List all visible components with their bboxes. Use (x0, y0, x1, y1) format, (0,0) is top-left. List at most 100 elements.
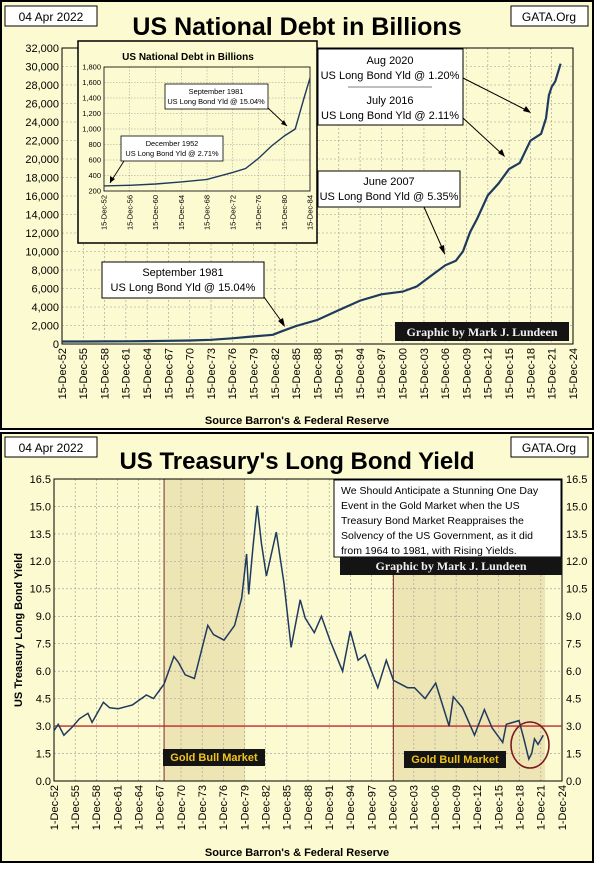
x-tick-label: 15-Dec-55 (78, 348, 90, 399)
inset-sep81-line1: September 1981 (189, 87, 244, 96)
yield-series-line (53, 505, 544, 762)
x-tick-label: 1-Dec-97 (366, 785, 378, 830)
gold-bull-period (164, 479, 246, 781)
x-tick-label: 15-Dec-88 (312, 348, 324, 399)
bottom-y-axis-left: 0.0 1.5 3.0 4.5 6.0 7.5 9.0 10.5 12.0 13.5 15.0 16.… (30, 474, 51, 788)
note-line2: Event in the Gold Market when the US (341, 500, 520, 512)
inset-y-axis: 200 400 600 800 1,000 1,200 1,400 1,600 1,800 (82, 63, 101, 196)
top-credit-text: Graphic by Mark J. Lundeen (406, 325, 557, 339)
y-tick-label: 0 (53, 339, 59, 351)
x-tick-label: 1-Dec-82 (261, 785, 273, 830)
x-tick-label: 15-Dec-06 (440, 348, 452, 399)
x-tick-label: 15-Dec-21 (547, 348, 559, 399)
bottom-date: 04 Apr 2022 (19, 441, 84, 455)
x-tick-label: 15-Dec-64 (177, 195, 186, 230)
x-tick-label: 15-Dec-52 (57, 348, 69, 399)
y-tick-label: 14,000 (25, 209, 59, 221)
recent-yield-circle (510, 721, 550, 769)
x-tick-label: 1-Dec-09 (451, 785, 463, 830)
jul16-annotation-line2: US Long Bond Yld @ 2.11% (321, 110, 459, 122)
x-tick-label: 1-Dec-52 (49, 785, 61, 830)
bottom-source: Source Barron's & Federal Reserve (205, 847, 389, 859)
y-tick-label: 32,000 (25, 43, 59, 55)
x-tick-label: 1-Dec-15 (493, 785, 505, 830)
x-tick-label: 15-Dec-60 (151, 195, 160, 230)
y-tick-label: 7.5 (36, 639, 51, 651)
y-tick-label: 1.5 (36, 748, 51, 760)
x-tick-label: 15-Dec-61 (121, 348, 133, 399)
y-tick-label: 1,600 (82, 78, 101, 87)
x-tick-label: 15-Dec-67 (163, 348, 175, 399)
y-tick-label: 3.0 (36, 721, 51, 733)
x-tick-label: 15-Dec-68 (203, 195, 212, 230)
jun07-annotation-line1: June 2007 (363, 176, 414, 188)
y-tick-label: 16,000 (25, 191, 59, 203)
y-tick-label: 12.0 (30, 556, 51, 568)
bull2-badge (404, 751, 506, 768)
x-tick-label: 15-Dec-72 (228, 195, 237, 230)
x-tick-label: 15-Dec-15 (504, 348, 516, 399)
jul16-annotation-arrowhead (498, 149, 505, 157)
note-line4: Solvency of the US Government, as it did (341, 530, 533, 542)
inset-sep81-line2: US Long Bond Yld @ 15.04% (167, 97, 265, 106)
y-tick-label-right: 10.5 (566, 584, 587, 596)
sep81-annotation-box (101, 261, 265, 299)
sep81-annotation-arrowhead (278, 318, 285, 327)
inset-chart: US National Debt in Billions 200 400 600 80… (77, 40, 318, 244)
jul16-annotation-arrow (462, 117, 503, 155)
x-tick-label: 15-Dec-58 (99, 348, 111, 399)
bottom-plot-frame (53, 478, 563, 782)
x-tick-label: 15-Dec-64 (142, 348, 154, 399)
y-tick-label: 800 (88, 140, 101, 149)
inset-series-line (103, 77, 311, 187)
x-tick-label: 1-Dec-21 (536, 785, 548, 830)
y-tick-label: 16.5 (30, 474, 51, 486)
x-tick-label: 15-Dec-24 (568, 348, 580, 399)
sep81-annotation-line1: September 1981 (142, 267, 223, 279)
y-tick-label: 200 (88, 187, 101, 196)
top-site: GATA.Org (522, 10, 576, 24)
x-tick-label: 1-Dec-58 (91, 785, 103, 830)
top-credit-badge (395, 322, 569, 341)
x-tick-label: 15-Dec-94 (355, 348, 367, 399)
y-tick-label: 1,000 (82, 125, 101, 134)
inset-title: US National Debt in Billions (122, 52, 254, 63)
inset-plot-frame (103, 66, 311, 192)
debt-series-line (62, 63, 562, 343)
y-tick-label: 0.0 (36, 776, 51, 788)
bottom-site: GATA.Org (522, 441, 576, 455)
x-tick-label: 1-Dec-18 (515, 785, 527, 830)
x-tick-label: 1-Dec-73 (197, 785, 209, 830)
x-tick-label: 15-Dec-12 (483, 348, 495, 399)
inset-dec52-arrowhead (110, 176, 115, 183)
y-tick-label: 24,000 (25, 117, 59, 129)
jun07-annotation-line2: US Long Bond Yld @ 5.35% (320, 191, 459, 203)
x-tick-label: 1-Dec-67 (155, 785, 167, 830)
x-tick-label: 15-Dec-70 (185, 348, 197, 399)
y-tick-label-right: 16.5 (566, 474, 587, 486)
y-tick-label: 26,000 (25, 98, 59, 110)
x-tick-label: 1-Dec-91 (324, 785, 336, 830)
y-tick-label-right: 0.0 (566, 776, 581, 788)
x-tick-label: 1-Dec-94 (345, 785, 357, 830)
y-tick-label: 4,000 (31, 302, 59, 314)
top-source: Source Barron's & Federal Reserve (205, 415, 389, 427)
x-tick-label: 15-Dec-76 (227, 348, 239, 399)
x-tick-label: 1-Dec-00 (388, 785, 400, 830)
x-tick-label: 15-Dec-76 (254, 195, 263, 230)
jul16-annotation-line1: July 2016 (366, 95, 413, 107)
y-tick-label: 1,800 (82, 63, 101, 72)
y-tick-label: 28,000 (25, 80, 59, 92)
y-tick-label-right: 12.0 (566, 556, 587, 568)
inset-sep81-box (164, 83, 269, 110)
bottom-credit-badge (340, 557, 562, 575)
x-tick-label: 1-Dec-24 (557, 785, 569, 830)
y-tick-label-right: 1.5 (566, 748, 581, 760)
x-tick-label: 1-Dec-03 (409, 785, 421, 830)
x-tick-label: 15-Dec-03 (419, 348, 431, 399)
y-tick-label: 10.5 (30, 584, 51, 596)
x-tick-label: 1-Dec-55 (70, 785, 82, 830)
bull1-badge (163, 749, 265, 766)
top-date-box (4, 5, 98, 27)
